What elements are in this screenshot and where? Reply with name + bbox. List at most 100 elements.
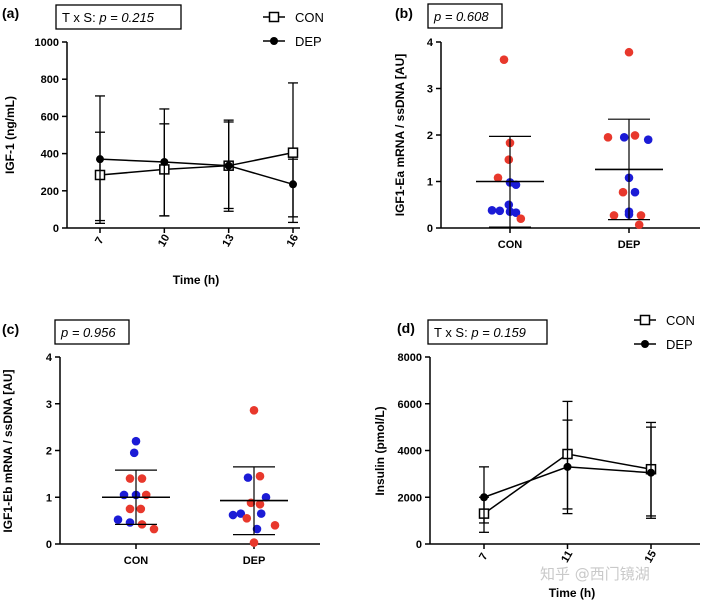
panel-b-data-point [619, 133, 629, 142]
panel-b-stat-box [427, 3, 503, 29]
panel-c-stat-box [54, 319, 130, 345]
panel-b-data-point [487, 206, 497, 215]
panel-c-data-point [236, 509, 246, 518]
panel-a-xlabel: Time (h) [173, 273, 219, 287]
panel-c-ylabel: IGF1-Eb mRNA / ssDNA [AU] [1, 369, 15, 532]
panel-b-data-point [499, 55, 509, 64]
panel-a-x-tick-label: 16 [285, 232, 302, 249]
panel-d-label: (d) [397, 320, 415, 336]
panel-d-legend-marker [639, 314, 651, 326]
panel-a-legend-label: DEP [295, 34, 322, 49]
panel-b-data-point [495, 206, 505, 216]
panel-a-legend-label: CON [295, 10, 324, 25]
panel-b-data-point [624, 47, 634, 57]
panel-d-y-tick-label: 2000 [398, 492, 422, 504]
panel-b-data-point [603, 133, 613, 142]
panel-c-data-point [125, 518, 135, 527]
panel-c-plot: 0 1 2 3 4 CON DEP [46, 352, 320, 567]
panel-b-plot: 0 1 2 3 4 CON DEP [427, 37, 700, 251]
panel-c-data-point [255, 471, 265, 481]
panel-a-y-tick-label: 1000 [35, 37, 59, 49]
panel-a-stat-text: T x S: p = 0.215 [62, 10, 155, 25]
panel-b-y-tick-label: 3 [427, 84, 433, 96]
panel-b-y-tick-label: 0 [427, 223, 433, 235]
panel-a-legend-marker [268, 11, 280, 23]
watermark: 知乎 @西门镜湖 [540, 565, 650, 583]
panel-d-ylabel: Insulin (pmol/L) [373, 406, 387, 495]
panel-d-y-tick-label: 4000 [398, 446, 422, 458]
panel-c-data-point [255, 499, 265, 509]
panel-d-x-tick-label: 15 [643, 548, 660, 565]
panel-a-x-tick-label: 13 [220, 232, 237, 249]
panel-d: (d) T x S: p = 0.159 Insulin (pmol/L) Ti… [373, 313, 695, 600]
panel-d-x-tick-label: 7 [477, 551, 490, 562]
panel-b-data-point [504, 200, 514, 210]
panel-b-x-tick-label: DEP [618, 239, 641, 251]
panel-c-data-point [249, 405, 259, 415]
panel-a-legend: CON DEP [263, 10, 324, 49]
panel-a-ylabel: IGF-1 (ng/mL) [3, 96, 17, 174]
panel-d-legend-label: DEP [666, 337, 693, 352]
panel-d-stat-box [427, 319, 548, 345]
panel-c: (c) p = 0.956 IGF1-Eb mRNA / ssDNA [AU] [1, 319, 130, 533]
panel-a-data-point [96, 155, 104, 164]
panel-b-data-point [630, 187, 640, 197]
panel-b-data-point [493, 173, 503, 183]
panel-c-y-tick-label: 2 [46, 446, 52, 458]
panel-a-series-con [94, 82, 299, 224]
panel-b-data-point [511, 208, 521, 217]
panel-d-legend: CON DEP [634, 313, 695, 352]
plot-areas: 0 200 400 600 800 1000 7 10 13 16 0 1 2 3 4 CON DEP 0 1 2 3 4… [35, 37, 700, 567]
panel-b-y-tick-label: 4 [427, 37, 434, 49]
panel-c-data-point [256, 509, 266, 518]
panel-a-y-tick-label: 200 [41, 186, 59, 198]
panel-a-stat-box [55, 4, 182, 30]
panel-b-group-dep: DEP [595, 47, 663, 251]
panel-d-data-point [563, 462, 572, 471]
panel-c-group-con: CON [102, 436, 170, 567]
panel-d-data-point [480, 493, 488, 502]
panel-c-data-point [243, 473, 253, 482]
panel-c-data-point [125, 504, 135, 514]
panel-c-data-point [242, 513, 252, 523]
panel-c-y-tick-label: 3 [46, 399, 52, 411]
panel-c-x-tick-label: CON [124, 555, 149, 567]
panel-a-x-tick-label: 10 [156, 232, 173, 249]
panel-b-y-tick-label: 1 [427, 177, 433, 189]
panel-d-y-tick-label: 8000 [398, 352, 422, 364]
panel-b-ylabel: IGF1-Ea mRNA / ssDNA [AU] [393, 54, 407, 216]
panel-d-data-point [647, 468, 655, 477]
panel-a-series-line [99, 151, 294, 176]
panel-b-x-tick-label: CON [498, 239, 523, 251]
panel-c-data-point [149, 524, 159, 534]
panel-d-xlabel: Time (h) [549, 586, 595, 600]
panel-b-data-point [516, 214, 526, 223]
panel-c-data-point [249, 538, 259, 547]
panel-d-series-dep [479, 419, 656, 524]
panel-c-data-point [129, 448, 139, 458]
panel-b-data-point [504, 155, 514, 164]
panel-a-data-point [289, 180, 297, 189]
panel-d-y-tick-label: 6000 [398, 399, 422, 411]
panel-a-data-point [224, 161, 233, 170]
panel-c-data-point [261, 492, 271, 502]
panel-c-data-point [131, 436, 141, 446]
panel-b-group-con: CON [476, 55, 544, 251]
panel-c-data-point [228, 510, 238, 520]
panel-a-legend-marker [270, 37, 278, 45]
panel-c-group-dep: DEP [220, 405, 288, 567]
panel-c-y-tick-label: 0 [46, 539, 52, 551]
panel-d-x-tick-label: 11 [559, 549, 575, 565]
panel-b-stat-text: p = 0.608 [433, 9, 489, 24]
panel-b-data-point [609, 211, 619, 220]
panel-a-x-tick-label: 7 [93, 235, 106, 246]
panel-c-x-tick-label: DEP [243, 555, 266, 567]
panel-a-y-tick-label: 400 [41, 149, 59, 161]
panel-a-y-tick-label: 0 [53, 223, 59, 235]
panel-b-data-point [511, 180, 521, 190]
panel-a-series-line [99, 158, 294, 186]
panel-c-label: (c) [2, 321, 19, 337]
panel-d-legend-label: CON [666, 313, 695, 328]
panel-a-series-dep [95, 95, 298, 225]
